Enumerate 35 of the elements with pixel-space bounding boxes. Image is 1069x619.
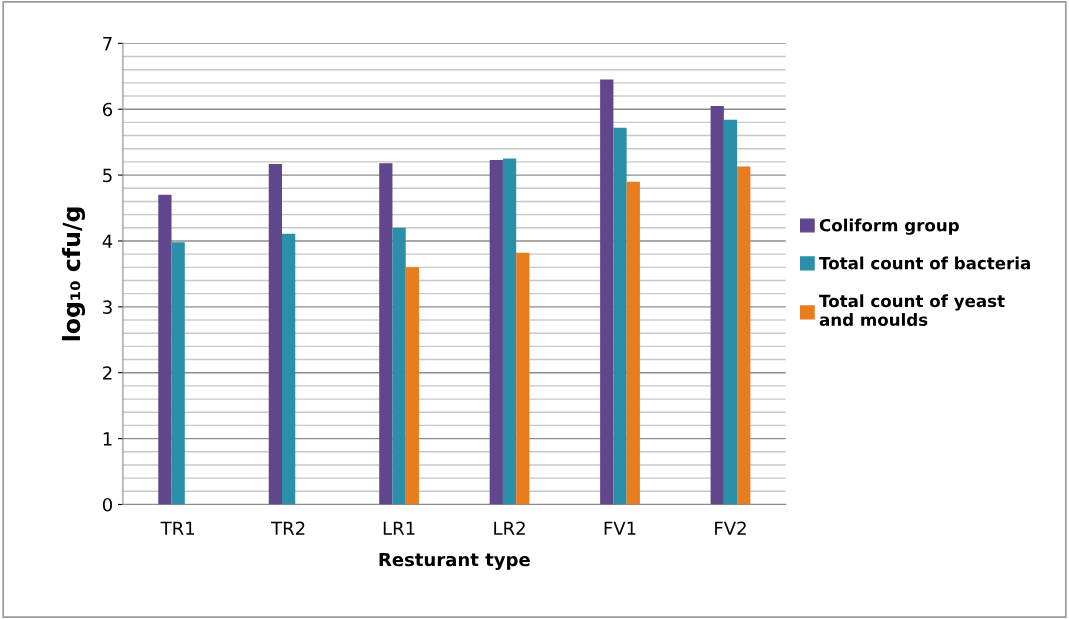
bar [710, 105, 724, 505]
y-tick-label: 2 [103, 366, 112, 380]
bar [723, 119, 738, 505]
bar [282, 233, 296, 505]
legend-label: Total count of bacteria [819, 256, 1030, 270]
bar [158, 194, 172, 505]
y-tick-label: 0 [102, 497, 113, 512]
bar [392, 227, 406, 505]
y-tick-label: 1 [103, 432, 112, 446]
bar [489, 159, 503, 505]
y-axis-title: log₁₀ cfu/g [62, 207, 86, 341]
y-tick-label: 6 [102, 102, 113, 117]
bar [502, 158, 517, 505]
bar [171, 242, 185, 505]
x-tick-label: LR1 [383, 521, 415, 535]
bar [405, 267, 419, 505]
x-tick-label: TR1 [160, 521, 195, 535]
x-tick-label: LR2 [494, 521, 525, 535]
x-tick-label: TR2 [271, 521, 305, 535]
x-tick-label: FV2 [715, 521, 746, 535]
legend-label: Coliform group [819, 218, 959, 235]
y-tick-label: 4 [102, 234, 113, 248]
bar [268, 163, 282, 505]
y-tick-label: 7 [103, 37, 112, 51]
bar [737, 166, 751, 505]
y-tick-label: 5 [103, 168, 112, 183]
bar [626, 181, 640, 505]
bar [613, 127, 627, 505]
bar [600, 79, 614, 505]
legend-label: Total count of yeast and moulds [819, 294, 1005, 326]
bar [379, 163, 393, 505]
x-tick-label: FV1 [604, 521, 636, 535]
x-axis-title: Resturant type [379, 552, 530, 570]
y-tick-label: 3 [103, 300, 112, 314]
bar [516, 252, 530, 505]
